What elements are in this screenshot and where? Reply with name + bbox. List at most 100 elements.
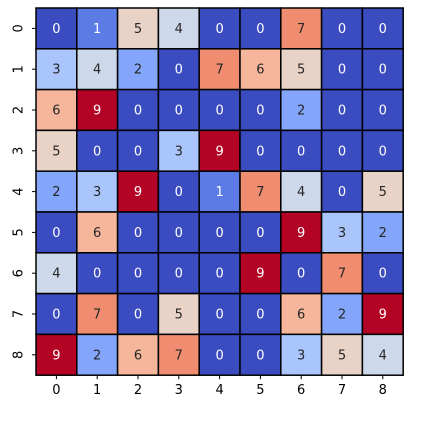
x-tick-label: 5 bbox=[256, 383, 264, 398]
cell-annotation-r4-c4: 1 bbox=[215, 185, 223, 200]
x-tick-label: 0 bbox=[52, 383, 60, 398]
cell-annotation-r7-c0: 0 bbox=[52, 308, 60, 323]
y-tick-label: 8 bbox=[12, 351, 27, 359]
cell-annotation-r5-c3: 0 bbox=[175, 226, 183, 241]
heatmap-cell-r2-c2 bbox=[116, 88, 160, 132]
x-tick-label: 1 bbox=[93, 383, 101, 398]
y-tick-label: 2 bbox=[12, 106, 27, 114]
heatmap-cell-r1-c8 bbox=[361, 48, 404, 91]
cell-annotation-r6-c4: 0 bbox=[215, 267, 223, 282]
heatmap-cell-r0-c7 bbox=[320, 7, 364, 50]
heatmap-cell-r6-c0 bbox=[35, 252, 78, 295]
heatmap-cell-r8-c6 bbox=[280, 333, 323, 376]
cell-annotation-r7-c3: 5 bbox=[175, 308, 183, 323]
cell-annotation-r2-c2: 0 bbox=[134, 104, 142, 119]
cell-annotation-r2-c4: 0 bbox=[215, 104, 223, 119]
x-tick-label: 3 bbox=[175, 383, 183, 398]
heatmap-cell-r7-c0 bbox=[35, 292, 78, 336]
cell-annotation-r5-c0: 0 bbox=[52, 226, 60, 241]
cell-annotation-r8-c5: 0 bbox=[256, 348, 264, 363]
cell-annotation-r5-c8: 2 bbox=[379, 226, 387, 241]
cell-annotation-r2-c8: 0 bbox=[379, 104, 387, 119]
y-tick-label: 0 bbox=[12, 24, 27, 32]
heatmap-cell-r2-c8 bbox=[361, 88, 404, 132]
cell-annotation-r4-c8: 5 bbox=[379, 185, 387, 200]
cell-annotation-r3-c0: 5 bbox=[52, 144, 60, 159]
cell-annotation-r0-c6: 7 bbox=[297, 22, 305, 37]
heatmap-cell-r7-c8 bbox=[361, 292, 404, 336]
cell-annotation-r4-c7: 0 bbox=[338, 185, 346, 200]
heatmap-cell-r8-c8 bbox=[361, 333, 404, 376]
cell-annotation-r4-c3: 0 bbox=[175, 185, 183, 200]
heatmap-cell-r8-c2 bbox=[116, 333, 160, 376]
heatmap-cell-r7-c3 bbox=[157, 292, 200, 336]
cell-annotation-r3-c6: 0 bbox=[297, 144, 305, 159]
heatmap-cell-r6-c4 bbox=[198, 252, 241, 295]
heatmap-cell-r7-c2 bbox=[116, 292, 160, 336]
cell-annotation-r2-c5: 0 bbox=[256, 104, 264, 119]
heatmap-cell-r7-c4 bbox=[198, 292, 241, 336]
cell-annotation-r7-c8: 9 bbox=[379, 308, 387, 323]
cell-annotation-r3-c1: 0 bbox=[93, 144, 101, 159]
cell-annotation-r5-c5: 0 bbox=[256, 226, 264, 241]
y-tick-label: 1 bbox=[12, 65, 27, 73]
y-tick-label: 3 bbox=[12, 147, 27, 155]
heatmap-cell-r3-c8 bbox=[361, 129, 404, 172]
heatmap-cell-r1-c7 bbox=[320, 48, 364, 91]
heatmap-cell-r2-c4 bbox=[198, 88, 241, 132]
cell-annotation-r6-c7: 7 bbox=[338, 267, 346, 282]
cell-annotation-r6-c6: 0 bbox=[297, 267, 305, 282]
cell-annotation-r7-c7: 2 bbox=[338, 308, 346, 323]
x-tick-label: 2 bbox=[134, 383, 142, 398]
cell-annotation-r1-c5: 6 bbox=[256, 63, 264, 78]
heatmap-cell-r5-c0 bbox=[35, 211, 78, 254]
heatmap-cell-r4-c8 bbox=[361, 170, 404, 213]
cell-annotation-r0-c2: 5 bbox=[134, 22, 142, 37]
cell-annotation-r1-c4: 7 bbox=[215, 63, 223, 78]
heatmap-cell-r0-c5 bbox=[239, 7, 282, 50]
y-tick-label: 5 bbox=[12, 228, 27, 236]
cell-annotation-r1-c8: 0 bbox=[379, 63, 387, 78]
cell-annotation-r3-c8: 0 bbox=[379, 144, 387, 159]
cell-annotation-r1-c6: 5 bbox=[297, 63, 305, 78]
cell-annotation-r6-c1: 0 bbox=[93, 267, 101, 282]
cell-annotation-r1-c1: 4 bbox=[93, 63, 101, 78]
cell-annotation-r3-c5: 0 bbox=[256, 144, 264, 159]
cell-annotation-r3-c7: 0 bbox=[338, 144, 346, 159]
cell-annotation-r1-c3: 0 bbox=[175, 63, 183, 78]
cell-annotation-r8-c7: 5 bbox=[338, 348, 346, 363]
cell-annotation-r5-c1: 6 bbox=[93, 226, 101, 241]
cell-annotation-r6-c0: 4 bbox=[52, 267, 60, 282]
cell-annotation-r1-c2: 2 bbox=[134, 63, 142, 78]
heatmap-cell-r3-c1 bbox=[76, 129, 119, 172]
heatmap-cell-r2-c0 bbox=[35, 88, 78, 132]
cell-annotation-r4-c0: 2 bbox=[52, 185, 60, 200]
heatmap-cell-r5-c5 bbox=[239, 211, 282, 254]
cell-annotation-r5-c6: 9 bbox=[297, 226, 305, 241]
cell-annotation-r3-c4: 9 bbox=[215, 144, 223, 159]
cell-annotation-r6-c8: 0 bbox=[379, 267, 387, 282]
cell-annotation-r4-c2: 9 bbox=[134, 185, 142, 200]
cell-annotation-r0-c5: 0 bbox=[256, 22, 264, 37]
cell-annotation-r8-c4: 0 bbox=[215, 348, 223, 363]
cell-annotation-r6-c2: 0 bbox=[134, 267, 142, 282]
heatmap-cell-r8-c0 bbox=[35, 333, 78, 376]
heatmap-cell-r5-c8 bbox=[361, 211, 404, 254]
heatmap-cell-r5-c3 bbox=[157, 211, 200, 254]
cell-annotation-r7-c5: 0 bbox=[256, 308, 264, 323]
cell-annotation-r6-c3: 0 bbox=[175, 267, 183, 282]
cell-annotation-r2-c3: 0 bbox=[175, 104, 183, 119]
heatmap-cell-r5-c4 bbox=[198, 211, 241, 254]
cell-annotation-r5-c4: 0 bbox=[215, 226, 223, 241]
x-tick-label: 4 bbox=[215, 383, 223, 398]
heatmap-cell-r4-c5 bbox=[239, 170, 282, 213]
cell-annotation-r4-c6: 4 bbox=[297, 185, 305, 200]
cell-annotation-r7-c2: 0 bbox=[134, 308, 142, 323]
heatmap-cell-r6-c1 bbox=[76, 252, 119, 295]
cell-annotation-r4-c5: 7 bbox=[256, 185, 264, 200]
cell-annotation-r5-c7: 3 bbox=[338, 226, 346, 241]
cell-annotation-r0-c0: 0 bbox=[52, 22, 60, 37]
cell-annotation-r5-c2: 0 bbox=[134, 226, 142, 241]
